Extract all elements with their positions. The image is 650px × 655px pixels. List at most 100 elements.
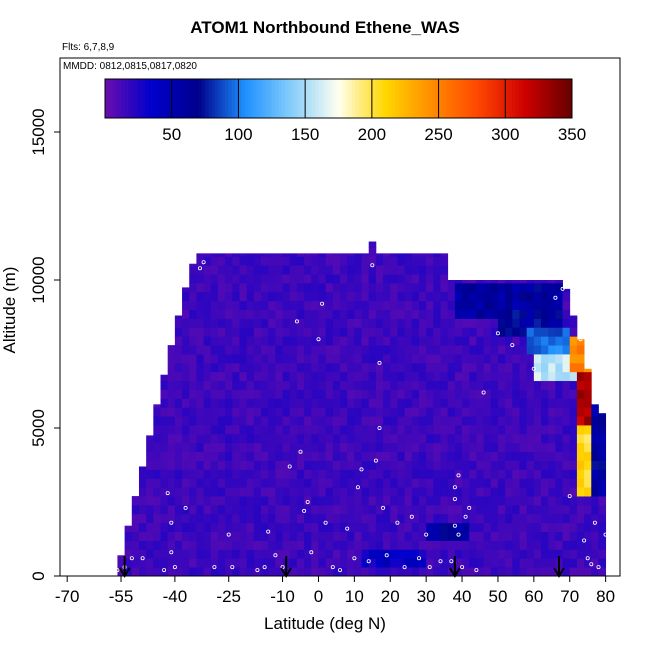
heatmap-cell	[311, 371, 319, 382]
heatmap-cell	[182, 540, 190, 550]
heatmap-cell	[225, 274, 233, 284]
heatmap-cell	[426, 540, 434, 550]
heatmap-cell	[210, 478, 219, 488]
heatmap-cell	[182, 487, 190, 497]
heatmap-cell	[462, 487, 470, 497]
heatmap-cell	[289, 469, 298, 479]
heatmap-cell	[246, 282, 255, 293]
heatmap-cell	[598, 522, 607, 532]
heatmap-cell	[296, 487, 305, 497]
heatmap-cell	[526, 291, 535, 302]
heatmap-cell	[390, 398, 398, 408]
heatmap-cell	[390, 487, 398, 497]
heatmap-cell	[404, 380, 413, 390]
heatmap-cell	[497, 442, 506, 453]
heatmap-cell	[174, 345, 183, 355]
heatmap-cell	[361, 256, 370, 266]
heatmap-cell	[541, 460, 549, 470]
heatmap-cell	[533, 398, 542, 408]
heatmap-cell	[325, 442, 334, 453]
heatmap-cell	[569, 425, 578, 435]
heatmap-cell	[447, 433, 456, 444]
heatmap-cell	[490, 371, 499, 382]
heatmap-cell	[519, 389, 528, 399]
colorbar-segment	[108, 79, 113, 118]
colorbar-segment	[128, 79, 133, 118]
heatmap-cell	[541, 433, 549, 444]
heatmap-cell	[519, 407, 528, 417]
heatmap-cell	[304, 318, 312, 328]
heatmap-cell	[289, 513, 298, 524]
heatmap-cell	[311, 256, 319, 266]
heatmap-cell	[375, 309, 384, 319]
heatmap-cell	[225, 309, 233, 319]
heatmap-cell	[268, 513, 276, 524]
heatmap-cell	[361, 567, 370, 576]
colorbar-segment	[308, 79, 313, 118]
colorbar-segment	[365, 79, 370, 118]
heatmap-cell	[584, 540, 592, 550]
heatmap-cell	[340, 327, 348, 337]
heatmap-cell	[253, 327, 262, 337]
heatmap-cell	[354, 478, 362, 488]
heatmap-cell	[584, 469, 592, 479]
heatmap-cell	[598, 433, 607, 444]
heatmap-cell	[505, 513, 513, 524]
heatmap-cell	[533, 371, 542, 382]
colorbar-segment	[475, 79, 480, 118]
heatmap-cell	[182, 407, 190, 417]
heatmap-cell	[217, 531, 226, 541]
sample-point	[140, 556, 145, 561]
heatmap-cell	[397, 265, 406, 275]
heatmap-cell	[462, 451, 470, 461]
heatmap-cell	[246, 442, 255, 453]
heatmap-cell	[418, 504, 427, 515]
heatmap-cell	[246, 265, 255, 275]
heatmap-cell	[325, 253, 334, 257]
heatmap-cell	[289, 398, 298, 408]
heatmap-cell	[261, 253, 269, 257]
heatmap-cell	[533, 549, 542, 559]
heatmap-cell	[526, 451, 535, 461]
heatmap-cell	[562, 451, 571, 461]
sample-point	[320, 301, 325, 306]
heatmap-cell	[375, 442, 384, 453]
heatmap-cell	[555, 549, 563, 559]
heatmap-cell	[311, 354, 319, 364]
heatmap-cell	[533, 504, 542, 515]
heatmap-cell	[275, 425, 283, 435]
heatmap-cell	[490, 309, 499, 319]
heatmap-cell	[497, 291, 506, 302]
heatmap-cell	[268, 451, 276, 461]
heatmap-cell	[440, 309, 449, 319]
heatmap-cell	[433, 433, 441, 444]
heatmap-cell	[418, 522, 427, 532]
colorbar-segment	[471, 79, 476, 118]
heatmap-cell	[203, 327, 212, 337]
heatmap-cell	[418, 256, 427, 266]
heatmap-cell	[131, 504, 140, 515]
heatmap-cell	[189, 327, 197, 337]
heatmap-cell	[576, 531, 585, 541]
heatmap-cell	[397, 380, 406, 390]
sample-point	[273, 553, 278, 558]
heatmap-cell	[203, 309, 212, 319]
heatmap-cell	[533, 531, 542, 541]
heatmap-cell	[591, 522, 599, 532]
heatmap-cell	[246, 567, 255, 576]
heatmap-cell	[440, 380, 449, 390]
heatmap-cell	[426, 371, 434, 382]
heatmap-cell	[318, 256, 327, 266]
heatmap-cell	[447, 451, 456, 461]
heatmap-cell	[282, 354, 291, 364]
colorbar-segment	[185, 79, 189, 118]
heatmap-cell	[167, 398, 176, 408]
colorbar-segment	[155, 79, 159, 118]
heatmap-cell	[182, 478, 190, 488]
heatmap-cell	[296, 496, 305, 506]
heatmap-cell	[196, 253, 204, 257]
heatmap-cell	[354, 265, 362, 275]
heatmap-cell	[469, 522, 477, 532]
heatmap-cell	[340, 416, 348, 426]
heatmap-cell	[261, 300, 269, 310]
